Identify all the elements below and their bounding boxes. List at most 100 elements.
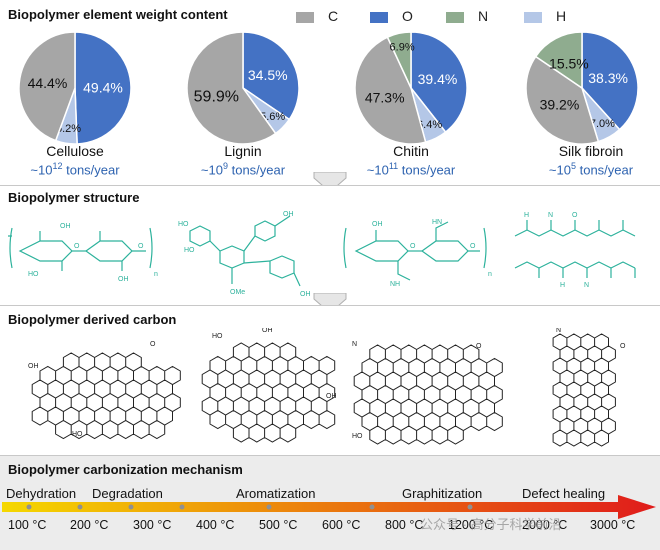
silk-atom-label: N — [584, 282, 589, 289]
legend-item-c: C — [296, 8, 338, 24]
chitin-subscript: n — [488, 271, 492, 278]
carbon-atom-label: N — [352, 341, 357, 348]
legend-item-n: N — [446, 8, 488, 24]
lignin-atom-label: OMe — [230, 289, 245, 296]
carbon-atom-label: OH — [262, 328, 273, 334]
carbon-atom-label: HO — [72, 431, 83, 438]
carbon-atom-label: OH — [326, 393, 337, 400]
stage-degradation: Degradation — [92, 486, 163, 501]
pie-data-label: 59.9% — [194, 89, 239, 106]
pie-slice-o — [410, 31, 468, 134]
pie-charts: 49.4%6.2%44.4%34.5%5.6%59.9%39.4%6.4%47.… — [18, 31, 639, 145]
pie-data-label: 34.5% — [248, 67, 288, 83]
chitin-atom-label: HN — [432, 219, 442, 226]
carbon-atom-label: HO — [352, 433, 363, 440]
graphitic-lattice — [201, 342, 336, 443]
graphitic-lattice — [552, 333, 616, 447]
pie-name-cellulose: Cellulose — [46, 143, 104, 159]
temp-2000: 2000 °C — [522, 518, 568, 532]
carbon-atom-label: N — [556, 328, 561, 334]
element-content-panel: Biopolymer element weight content C O N … — [0, 0, 660, 183]
production-rate-chitin: ~1011 tons/year — [366, 161, 456, 178]
lignin-atom-label: HO — [184, 247, 195, 254]
cellulose-atom-label: OH — [60, 223, 71, 230]
pie-slice-c — [354, 36, 427, 145]
cellulose-atom-label: HO — [28, 271, 39, 278]
stage-dehydration: Dehydration — [6, 486, 77, 501]
pie-slice-c — [18, 31, 76, 142]
panel-title-derived-carbon: Biopolymer derived carbon — [8, 312, 177, 327]
pie-data-label: 15.5% — [549, 55, 589, 71]
pie-slice-o — [242, 31, 300, 121]
legend-label-h: H — [556, 8, 567, 24]
legend-swatch-c — [296, 11, 314, 23]
silk-atom-label: H — [524, 212, 529, 219]
legend-label-n: N — [478, 8, 489, 24]
carbon-atom-label: O — [476, 343, 482, 350]
panel-title-structure: Biopolymer structure — [8, 190, 140, 205]
pie-data-label: 39.4% — [418, 71, 458, 87]
carbon-atom-label: HO — [212, 333, 223, 340]
pie-slice-n — [386, 31, 412, 89]
pie-data-label: 39.2% — [540, 97, 580, 113]
legend-label-c: C — [328, 8, 339, 24]
carbonization-mechanism-panel: Biopolymer carbonization mechanism Dehyd… — [0, 455, 660, 550]
silk-atom-label: N — [548, 212, 553, 219]
pie-slice-o — [74, 31, 132, 145]
pie-slice-n — [534, 31, 583, 90]
cellulose-structure — [8, 227, 153, 271]
cellulose-atom-label: O — [138, 243, 144, 250]
legend-swatch-o — [370, 11, 388, 23]
carbon-structures: OH HO O OH HO OH N O HO N O — [28, 328, 626, 447]
silk-atom-label: O — [572, 212, 578, 219]
silk-atom-label: H — [560, 282, 565, 289]
legend-item-o: O — [370, 8, 413, 24]
legend-swatch-n — [446, 11, 464, 23]
temp-1200: 1200 °C — [448, 518, 494, 532]
derived-carbon-panel: Biopolymer derived carbon OH HO O OH HO … — [0, 305, 660, 453]
pie-data-label: 47.3% — [365, 90, 405, 106]
temp-100: 100 °C — [8, 518, 47, 532]
lignin-atom-label: HO — [178, 221, 189, 228]
pie-slice-o — [581, 31, 639, 131]
carbon-atom-label: OH — [28, 363, 39, 370]
pie-slice-c — [525, 55, 600, 145]
chitin-atom-label: NH — [390, 281, 400, 288]
stage-aromatization: Aromatization — [236, 486, 316, 501]
watermark: 公众号 · 高分子科学前沿 — [420, 517, 562, 532]
stage-graphitization: Graphitization — [402, 486, 483, 501]
pie-data-label: 44.4% — [28, 75, 68, 91]
panel-title-element-content: Biopolymer element weight content — [8, 7, 228, 22]
pie-name-silk-fibroin: Silk fibroin — [558, 143, 624, 159]
cellulose-subscript: n — [154, 271, 158, 278]
cellulose-atom-label: OH — [118, 276, 129, 283]
legend-swatch-h — [524, 11, 542, 23]
temp-200: 200 °C — [70, 518, 109, 532]
pie-data-label: 6.9% — [390, 42, 415, 54]
temp-300: 300 °C — [133, 518, 172, 532]
pie-data-label: 49.4% — [83, 79, 123, 95]
legend-item-h: H — [524, 8, 566, 24]
temperature-arrow — [2, 495, 656, 519]
graphitic-lattice — [31, 352, 181, 440]
temp-600: 600 °C — [322, 518, 361, 532]
production-rate-silk-fibroin: ~105 tons/year — [548, 161, 634, 178]
legend-label-o: O — [402, 8, 413, 24]
temp-800: 800 °C — [385, 518, 424, 532]
chitin-atom-label: O — [410, 243, 416, 250]
silk-fibroin-structure — [514, 220, 636, 278]
carbon-atom-label: O — [150, 341, 156, 348]
pie-name-lignin: Lignin — [224, 143, 262, 159]
lignin-structure — [189, 215, 301, 287]
temp-400: 400 °C — [196, 518, 235, 532]
stage-defect-healing: Defect healing — [522, 486, 606, 501]
chitin-atom-label: O — [470, 243, 476, 250]
cellulose-atom-label: O — [74, 243, 80, 250]
lignin-atom-label: OH — [283, 211, 294, 218]
lignin-atom-label: OH — [300, 291, 311, 298]
production-rate-cellulose: ~1012 tons/year — [30, 161, 120, 178]
pie-slice-c — [186, 31, 277, 145]
pie-data-label: 38.3% — [588, 70, 628, 86]
pie-data-label: 7.0% — [590, 118, 615, 130]
pie-data-label: 6.2% — [56, 123, 81, 135]
